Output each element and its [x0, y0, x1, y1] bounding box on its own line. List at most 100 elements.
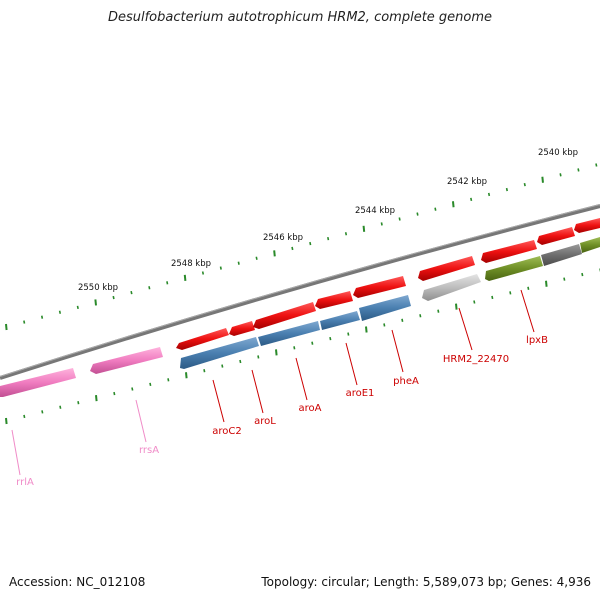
gene-label-phea[interactable]: pheA: [393, 376, 419, 387]
gene-label-lpxb[interactable]: lpxB: [526, 335, 548, 346]
gene-arrow-olive[interactable]: [580, 237, 600, 253]
minor-tick: [344, 232, 348, 236]
minor-tick: [23, 414, 26, 419]
gene-arrow-red[interactable]: [353, 276, 406, 298]
gene-arrow-pink[interactable]: [90, 347, 163, 374]
major-tick: [451, 201, 455, 208]
gene-arrow-dark-grey[interactable]: [541, 244, 582, 266]
minor-tick: [527, 286, 530, 290]
minor-tick: [219, 266, 222, 270]
scale-label: 2546 kbp: [263, 233, 303, 243]
minor-tick: [470, 197, 473, 202]
gene-label-rrla[interactable]: rrlA: [16, 477, 34, 488]
minor-tick: [293, 346, 296, 350]
gene-label-aroe1[interactable]: aroE1: [346, 388, 375, 399]
gene-features: [0, 218, 600, 397]
minor-tick: [130, 290, 133, 295]
gene-arrow-red[interactable]: [229, 321, 255, 336]
minor-tick: [237, 261, 240, 265]
gene-arrow-red[interactable]: [481, 240, 537, 263]
minor-tick: [327, 236, 330, 241]
minor-tick: [419, 314, 422, 318]
gene-arrow-red[interactable]: [176, 328, 229, 350]
minor-tick: [77, 401, 80, 405]
gene-arrow-red[interactable]: [315, 291, 353, 309]
minor-tick: [201, 271, 205, 275]
gene-arrow-blue[interactable]: [180, 337, 259, 369]
minor-tick: [563, 277, 566, 281]
minor-tick: [309, 241, 312, 246]
minor-tick: [76, 305, 79, 310]
major-tick: [5, 323, 8, 331]
major-tick: [362, 225, 366, 232]
scale-label: 2550 kbp: [78, 283, 118, 293]
page-title: Desulfobacterium autotrophicum HRM2, com…: [107, 10, 493, 25]
minor-tick: [255, 256, 258, 260]
minor-tick: [149, 382, 152, 387]
label-leader-lines: [11, 289, 535, 476]
genome-backbone-highlight: [0, 204, 600, 377]
gene-arrow-red[interactable]: [253, 302, 316, 329]
minor-tick: [509, 291, 512, 295]
minor-tick: [291, 246, 294, 251]
gene-label-arol[interactable]: aroL: [254, 416, 276, 427]
gene-arrow-blue[interactable]: [320, 311, 360, 330]
minor-tick: [58, 310, 62, 314]
scale-label: 2548 kbp: [171, 259, 211, 269]
major-tick: [183, 274, 187, 282]
minor-tick: [329, 336, 332, 341]
minor-tick: [59, 405, 62, 409]
scale-label: 2540 kbp: [538, 148, 578, 158]
inner-scale-ticks: [5, 268, 600, 425]
minor-tick: [491, 295, 494, 300]
minor-tick: [380, 222, 383, 226]
minor-tick: [559, 173, 562, 177]
gene-arrow-olive[interactable]: [485, 256, 543, 281]
minor-tick: [416, 212, 419, 216]
major-tick: [94, 299, 97, 306]
minor-tick: [257, 355, 260, 359]
genome-backbone: [0, 204, 600, 380]
minor-tick: [131, 387, 134, 391]
minor-tick: [40, 315, 44, 319]
major-tick: [541, 176, 544, 183]
major-tick: [95, 395, 98, 402]
scale-labels: 2540 kbp 2542 kbp 2544 kbp 2546 kbp 2548 kbp…: [78, 148, 578, 293]
minor-tick: [221, 364, 224, 368]
gene-arrow-red[interactable]: [574, 218, 600, 233]
topology-summary: Topology: circular; Length: 5,589,073 bp…: [261, 575, 591, 589]
gene-label-aroa[interactable]: aroA: [299, 403, 322, 414]
gene-label-aroc2[interactable]: aroC2: [212, 426, 241, 437]
minor-tick: [113, 391, 116, 396]
minor-tick: [347, 332, 350, 336]
gene-label-hrm2-22470[interactable]: HRM2_22470: [443, 354, 509, 365]
gene-arrow-blue[interactable]: [359, 295, 411, 321]
gene-arrow-pink[interactable]: [0, 368, 76, 397]
minor-tick: [434, 207, 437, 211]
minor-tick: [383, 323, 386, 327]
minor-tick: [401, 318, 404, 322]
minor-tick: [166, 281, 169, 285]
minor-tick: [505, 187, 508, 192]
minor-tick: [577, 168, 580, 172]
major-tick: [365, 326, 368, 333]
minor-tick: [41, 410, 44, 414]
gene-arrow-grey[interactable]: [422, 274, 481, 301]
gene-arrow-blue[interactable]: [258, 321, 320, 346]
gene-label-rrsa[interactable]: rrsA: [139, 445, 159, 456]
minor-tick: [437, 309, 440, 313]
major-tick: [455, 303, 458, 310]
scale-ticks: [5, 163, 598, 331]
gene-arrow-red[interactable]: [537, 227, 575, 245]
minor-tick: [523, 182, 526, 187]
minor-tick: [398, 217, 401, 221]
minor-tick: [473, 300, 476, 304]
scale-label: 2542 kbp: [447, 177, 487, 187]
minor-tick: [581, 272, 584, 277]
major-tick: [545, 280, 548, 287]
minor-tick: [487, 192, 491, 197]
scale-label: 2544 kbp: [355, 206, 395, 216]
gene-arrow-red[interactable]: [418, 256, 475, 281]
minor-tick: [595, 163, 598, 167]
